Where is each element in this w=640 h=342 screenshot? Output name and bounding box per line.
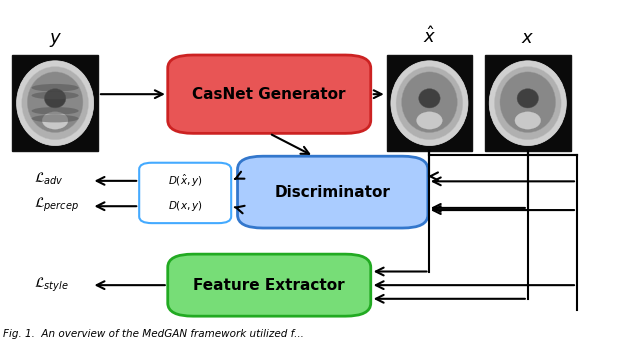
Text: CasNet Generator: CasNet Generator xyxy=(193,87,346,102)
FancyBboxPatch shape xyxy=(237,156,428,228)
Text: Fig. 1.  An overview of the MedGAN framework utilized f...: Fig. 1. An overview of the MedGAN framew… xyxy=(3,329,303,339)
FancyBboxPatch shape xyxy=(139,163,231,223)
FancyBboxPatch shape xyxy=(168,254,371,316)
FancyBboxPatch shape xyxy=(168,55,371,133)
Ellipse shape xyxy=(31,107,79,115)
Ellipse shape xyxy=(515,112,541,129)
Ellipse shape xyxy=(417,112,442,129)
Ellipse shape xyxy=(517,89,538,108)
Ellipse shape xyxy=(391,61,468,146)
Text: $\mathcal{L}_{style}$: $\mathcal{L}_{style}$ xyxy=(35,276,69,294)
Ellipse shape xyxy=(17,61,93,146)
Text: $x$: $x$ xyxy=(521,29,534,47)
Ellipse shape xyxy=(42,112,68,129)
FancyBboxPatch shape xyxy=(387,55,472,151)
Text: $\hat{x}$: $\hat{x}$ xyxy=(423,26,436,47)
Ellipse shape xyxy=(28,72,83,133)
Text: $\mathcal{L}_{adv}$: $\mathcal{L}_{adv}$ xyxy=(35,170,64,187)
FancyBboxPatch shape xyxy=(12,55,98,151)
Text: Feature Extractor: Feature Extractor xyxy=(193,278,345,293)
Text: Discriminator: Discriminator xyxy=(275,185,390,200)
Ellipse shape xyxy=(402,72,457,133)
Ellipse shape xyxy=(31,92,79,99)
Ellipse shape xyxy=(419,89,440,108)
Text: $\mathcal{L}_{percep}$: $\mathcal{L}_{percep}$ xyxy=(35,196,79,214)
Ellipse shape xyxy=(44,89,66,108)
Ellipse shape xyxy=(22,67,88,140)
Text: y: y xyxy=(50,29,60,47)
Ellipse shape xyxy=(489,61,566,146)
Ellipse shape xyxy=(31,84,79,92)
Text: $D(x,y)$: $D(x,y)$ xyxy=(168,199,202,213)
Ellipse shape xyxy=(396,67,463,140)
Ellipse shape xyxy=(500,72,556,133)
Ellipse shape xyxy=(494,67,561,140)
FancyBboxPatch shape xyxy=(485,55,571,151)
Text: $D(\hat{x},y)$: $D(\hat{x},y)$ xyxy=(168,173,202,189)
Ellipse shape xyxy=(31,115,79,122)
